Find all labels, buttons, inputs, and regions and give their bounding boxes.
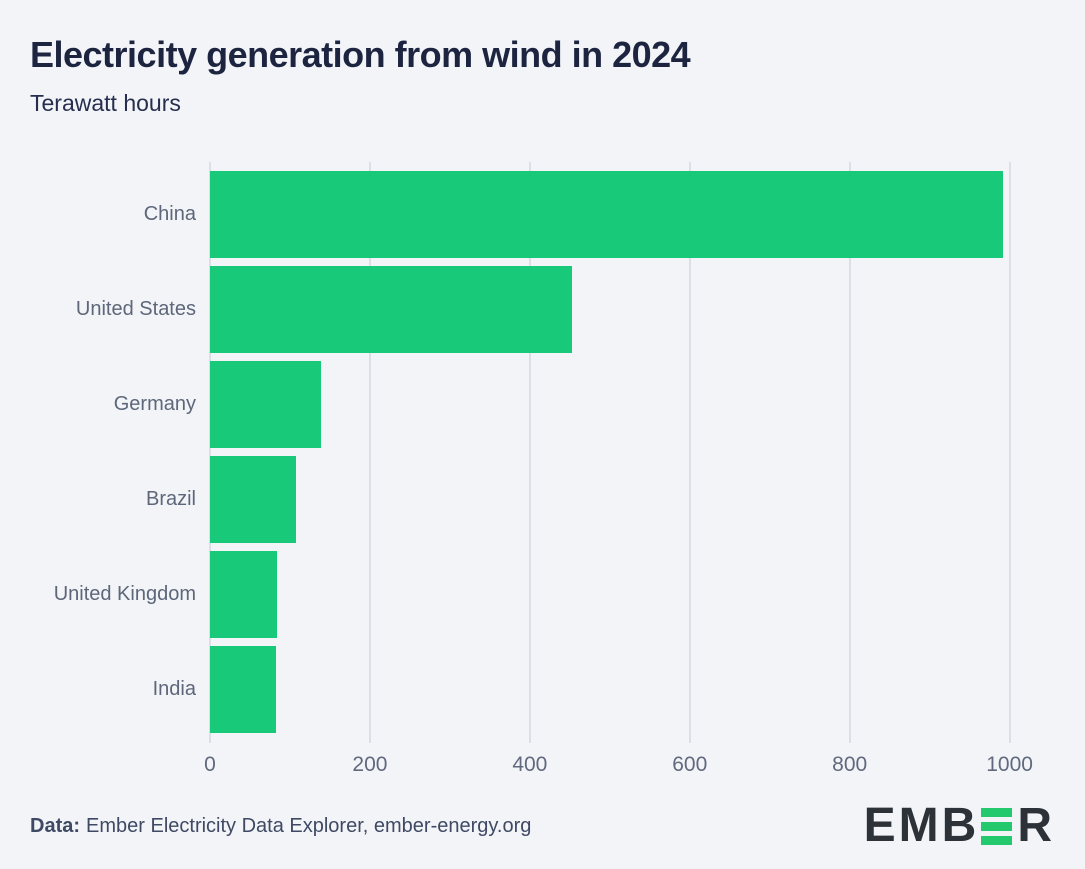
category-label-china: China bbox=[143, 203, 196, 225]
plot-area: 0 200 400 600 800 1000 bbox=[204, 162, 1040, 776]
chart-title: Electricity generation from wind in 2024 bbox=[30, 34, 691, 75]
x-tick-label-1000: 1000 bbox=[986, 753, 1033, 776]
category-label-united-states: United States bbox=[75, 298, 196, 320]
ember-logo: EMB R bbox=[864, 802, 1055, 850]
x-tick-label-800: 800 bbox=[832, 753, 868, 776]
gridline-1000 bbox=[1008, 162, 1011, 743]
data-source-value: Ember Electricity Data Explorer, ember-e… bbox=[86, 814, 532, 837]
x-tick-label-400: 400 bbox=[512, 753, 548, 776]
gridline-0 bbox=[209, 162, 211, 743]
category-label-germany: Germany bbox=[113, 393, 196, 415]
bar-united-kingdom[interactable] bbox=[210, 551, 278, 638]
footer: Data: Ember Electricity Data Explorer, em… bbox=[30, 800, 1055, 852]
category-label-india: India bbox=[152, 678, 196, 700]
data-source-prefix: Data: bbox=[30, 814, 81, 837]
bar-india[interactable] bbox=[210, 646, 276, 733]
bar-brazil[interactable] bbox=[210, 456, 297, 543]
gridline-600 bbox=[688, 162, 691, 743]
x-tick-label-600: 600 bbox=[672, 753, 708, 776]
bar-united-states[interactable] bbox=[210, 266, 573, 353]
chart-subtitle: Terawatt hours bbox=[30, 90, 181, 116]
bar-china[interactable] bbox=[210, 171, 1004, 258]
gridline-800 bbox=[848, 162, 851, 743]
gridline-400 bbox=[528, 162, 531, 743]
data-source-text: Data: Ember Electricity Data Explorer, em… bbox=[30, 815, 531, 838]
ember-logo-green-e-icon bbox=[981, 806, 1013, 846]
category-label-united-kingdom: United Kingdom bbox=[53, 583, 196, 605]
bar-germany[interactable] bbox=[210, 361, 322, 448]
ember-logo-text-right: R bbox=[1017, 799, 1055, 852]
gridline-200 bbox=[368, 162, 371, 743]
ember-logo-text-left: EMB bbox=[863, 799, 980, 852]
x-tick-label-0: 0 bbox=[204, 753, 216, 776]
wind-generation-bar-chart: 0 200 400 600 800 1000 China United Stat… bbox=[0, 162, 1085, 792]
category-label-brazil: Brazil bbox=[145, 488, 196, 510]
x-tick-label-200: 200 bbox=[352, 753, 388, 776]
